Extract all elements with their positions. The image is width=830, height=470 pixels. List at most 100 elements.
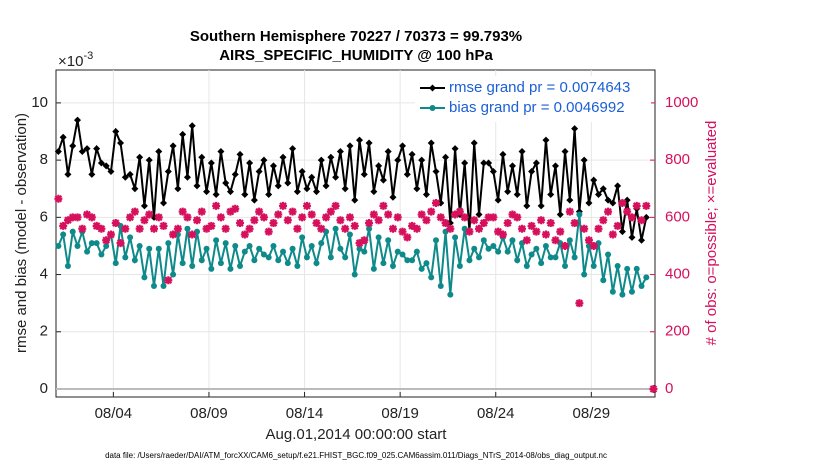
bias-marker	[260, 251, 267, 258]
obs-marker	[59, 221, 68, 230]
rmse-marker	[556, 210, 564, 218]
chart-subtitle: AIRS_SPECIFIC_HUMIDITY @ 100 hPa	[219, 47, 493, 64]
bias-marker	[413, 248, 420, 255]
rmse-marker	[542, 136, 550, 144]
bias-marker	[461, 225, 468, 232]
rmse-marker	[255, 168, 263, 176]
rmse-marker	[59, 133, 67, 141]
obs-marker	[317, 224, 326, 233]
obs-marker	[446, 224, 455, 233]
bias-marker	[533, 245, 540, 252]
rmse-marker	[74, 116, 82, 124]
obs-marker	[231, 204, 240, 213]
rmse-marker	[523, 202, 531, 210]
obs-marker	[649, 384, 658, 393]
obs-marker	[164, 276, 173, 285]
rmse-marker	[236, 150, 244, 158]
rmse-marker	[136, 153, 144, 161]
bias-marker	[399, 251, 406, 258]
rmse-marker	[422, 190, 430, 198]
bias-marker	[189, 262, 196, 269]
rmse-marker	[298, 168, 306, 176]
rmse-marker	[413, 185, 421, 193]
obs-marker	[403, 233, 412, 242]
rmse-marker	[107, 168, 115, 176]
obs-marker	[541, 230, 550, 239]
rmse-marker	[117, 139, 125, 147]
bias-marker	[485, 245, 492, 252]
bias-marker	[437, 282, 444, 289]
obs-marker	[250, 216, 259, 225]
rmse-marker	[289, 145, 297, 153]
bias-marker	[332, 225, 339, 232]
rmse-marker	[188, 122, 196, 130]
rmse-marker	[508, 162, 516, 170]
bias-marker	[60, 231, 67, 238]
bias-marker	[404, 257, 411, 264]
rmse-marker	[571, 125, 579, 133]
obs-marker	[212, 201, 221, 210]
bias-marker	[327, 254, 334, 261]
bias-marker	[476, 254, 483, 261]
rmse-marker	[174, 185, 182, 193]
bias-marker	[409, 257, 416, 264]
obs-marker	[494, 227, 503, 236]
obs-marker	[384, 210, 393, 219]
bias-marker	[528, 251, 535, 258]
bias-marker	[308, 242, 315, 249]
rmse-marker	[642, 213, 650, 221]
rmse-marker	[212, 190, 220, 198]
obs-marker	[154, 213, 163, 222]
obs-marker	[63, 216, 72, 225]
rmse-marker	[365, 139, 373, 147]
rmse-marker	[322, 182, 330, 190]
obs-marker	[102, 236, 111, 245]
obs-marker	[264, 227, 273, 236]
bias-marker	[571, 254, 578, 261]
y-multiplier-base: ×10	[58, 53, 83, 70]
rmse-marker	[599, 185, 607, 193]
obs-marker	[269, 219, 278, 228]
x-tick-label: 08/19	[381, 405, 419, 422]
obs-marker	[556, 227, 565, 236]
bias-marker	[643, 274, 650, 281]
y-tick-label: 6	[40, 208, 48, 225]
obs-marker	[202, 224, 211, 233]
bias-marker	[232, 242, 239, 249]
rmse-marker	[246, 159, 254, 167]
obs-marker	[436, 213, 445, 222]
bias-marker	[385, 237, 392, 244]
obs-marker	[570, 219, 579, 228]
obs-marker	[130, 207, 139, 216]
obs-marker	[149, 224, 158, 233]
bias-marker	[590, 262, 597, 269]
bias-marker	[624, 265, 631, 272]
obs-marker	[355, 239, 364, 248]
rmse-marker	[532, 159, 540, 167]
obs-marker	[365, 219, 374, 228]
rmse-marker	[160, 199, 168, 207]
obs-marker	[575, 299, 584, 308]
bias-marker	[456, 262, 463, 269]
bias-marker	[303, 254, 310, 261]
bias-marker	[208, 265, 215, 272]
obs-marker	[441, 219, 450, 228]
obs-marker	[302, 201, 311, 210]
bias-marker	[265, 254, 272, 261]
bias-marker	[538, 260, 545, 267]
bias-marker	[198, 257, 205, 264]
bias-marker	[251, 257, 258, 264]
rmse-marker	[537, 202, 545, 210]
rmse-marker	[260, 156, 268, 164]
obs-marker	[92, 221, 101, 230]
rmse-marker	[638, 236, 646, 244]
rmse-marker	[628, 233, 636, 241]
plot-frame	[55, 69, 656, 398]
obs-marker	[255, 207, 264, 216]
rmse-marker	[250, 196, 258, 204]
obs-marker	[513, 213, 522, 222]
obs-marker	[283, 216, 292, 225]
y2-tick-label: 0	[665, 380, 673, 397]
bias-marker	[600, 277, 607, 284]
bias-marker	[122, 254, 129, 261]
